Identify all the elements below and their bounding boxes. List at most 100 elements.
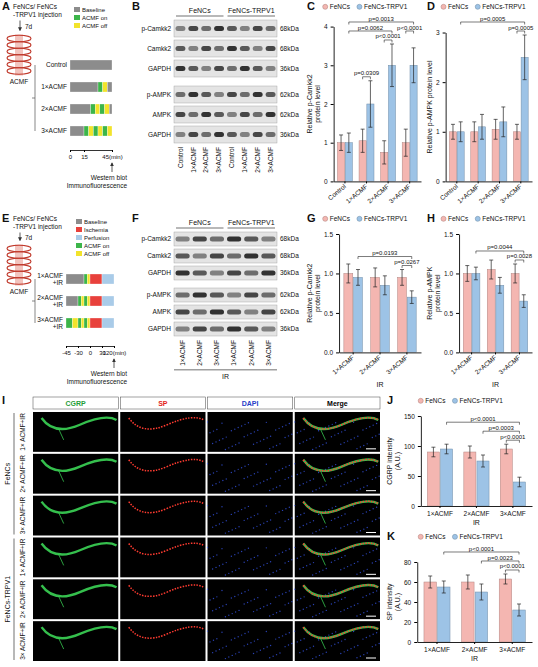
y-tick: 1 bbox=[436, 128, 446, 135]
micrograph bbox=[207, 496, 293, 536]
nucleus bbox=[226, 604, 227, 605]
micrograph bbox=[33, 496, 118, 536]
band bbox=[193, 237, 207, 242]
text-line: (A.U.) bbox=[394, 452, 402, 470]
nucleus bbox=[279, 611, 280, 612]
nucleus bbox=[253, 485, 254, 486]
nucleus bbox=[343, 567, 344, 568]
band bbox=[227, 132, 237, 137]
x-tick: 3×ACMF bbox=[500, 506, 526, 517]
sp-stain bbox=[303, 459, 378, 470]
nucleus bbox=[250, 475, 251, 476]
legend-swatch bbox=[74, 7, 80, 12]
nucleus bbox=[254, 473, 255, 474]
nucleus bbox=[331, 561, 332, 562]
nucleus bbox=[300, 472, 301, 473]
band bbox=[176, 310, 190, 315]
y-tick: 1 bbox=[324, 139, 334, 146]
band bbox=[227, 293, 241, 298]
nucleus bbox=[254, 557, 255, 558]
nucleus bbox=[303, 609, 304, 610]
band bbox=[210, 327, 224, 332]
sp-stain bbox=[129, 418, 204, 429]
nucleus bbox=[375, 435, 376, 436]
nucleus bbox=[331, 520, 332, 521]
panel-A: AFeNCs/ FeNCs-TRPV1 injection7dACMFBasel… bbox=[2, 0, 127, 189]
legend-marker bbox=[357, 4, 362, 9]
x-axis-title: IR bbox=[473, 519, 480, 526]
axis-line bbox=[67, 346, 115, 347]
bar bbox=[441, 449, 453, 506]
nucleus bbox=[319, 446, 320, 447]
tick-mark bbox=[331, 181, 334, 182]
nucleus bbox=[357, 519, 358, 520]
nucleus bbox=[228, 489, 229, 490]
band bbox=[227, 112, 237, 117]
axis-line bbox=[421, 506, 532, 507]
band bbox=[227, 26, 237, 31]
bar bbox=[407, 297, 416, 352]
size-label: 68kDa bbox=[280, 45, 299, 52]
tick-mark bbox=[331, 65, 334, 66]
nucleus bbox=[285, 550, 286, 551]
tick-mark bbox=[439, 506, 440, 508]
nucleus bbox=[254, 431, 255, 432]
nucleus bbox=[276, 654, 277, 655]
segment bbox=[87, 296, 90, 306]
segment bbox=[72, 318, 78, 328]
y-axis-title: Relative p-AMPK protein level bbox=[426, 60, 434, 153]
error-bar bbox=[362, 129, 363, 152]
band bbox=[266, 112, 276, 117]
nucleus bbox=[313, 478, 314, 479]
nucleus bbox=[232, 487, 233, 488]
nucleus bbox=[269, 615, 270, 616]
row-label: p-Camkk2 bbox=[141, 235, 171, 243]
nucleus bbox=[247, 434, 248, 435]
cgrp-stain bbox=[303, 459, 378, 470]
bar bbox=[472, 273, 480, 352]
band bbox=[253, 132, 263, 137]
nucleus bbox=[244, 549, 245, 550]
error-cap bbox=[466, 574, 470, 575]
band bbox=[266, 132, 276, 137]
tick-label: 1×ACMF bbox=[344, 183, 368, 205]
cgrp-stain bbox=[303, 585, 378, 596]
segment bbox=[90, 274, 102, 284]
y-axis-title: Relative p-Camkk2protein level bbox=[306, 74, 322, 133]
tick-mark bbox=[409, 181, 410, 183]
nucleus bbox=[334, 476, 335, 477]
nucleus bbox=[338, 600, 339, 601]
nucleus bbox=[340, 569, 341, 570]
lane-label: 2×ACMF bbox=[196, 340, 203, 366]
text-line: -TRPV1 injection bbox=[13, 11, 62, 19]
micrograph bbox=[207, 579, 293, 619]
nucleus bbox=[338, 475, 339, 476]
nucleus bbox=[244, 633, 245, 634]
lane-label: 1×ACMF bbox=[179, 340, 186, 366]
x-tick: 2×ACMF bbox=[358, 352, 382, 375]
readout-label: Immunofluorescence bbox=[67, 378, 128, 385]
nucleus bbox=[300, 556, 301, 557]
x-tick: 2×ACMF bbox=[464, 506, 490, 517]
tick-label: 0 bbox=[411, 503, 415, 510]
nucleus bbox=[248, 422, 249, 423]
blot-strip bbox=[174, 249, 277, 263]
error-cap bbox=[373, 286, 377, 287]
nucleus bbox=[340, 611, 341, 612]
nucleus bbox=[338, 642, 339, 643]
nucleus bbox=[226, 436, 227, 437]
nucleus bbox=[207, 589, 208, 590]
nucleus bbox=[344, 513, 345, 514]
y-tick: 0 bbox=[436, 178, 446, 185]
nucleus bbox=[209, 599, 210, 600]
error-cap bbox=[361, 152, 365, 153]
nucleus bbox=[212, 610, 213, 611]
nucleus bbox=[312, 616, 313, 617]
row-label: Camkk2 bbox=[147, 252, 171, 259]
nucleus bbox=[225, 574, 226, 575]
error-cap bbox=[472, 141, 476, 142]
x-tick: 1×ACMF bbox=[427, 506, 453, 517]
segment bbox=[102, 296, 114, 306]
band bbox=[227, 66, 237, 71]
cgrp-stain bbox=[42, 459, 117, 470]
